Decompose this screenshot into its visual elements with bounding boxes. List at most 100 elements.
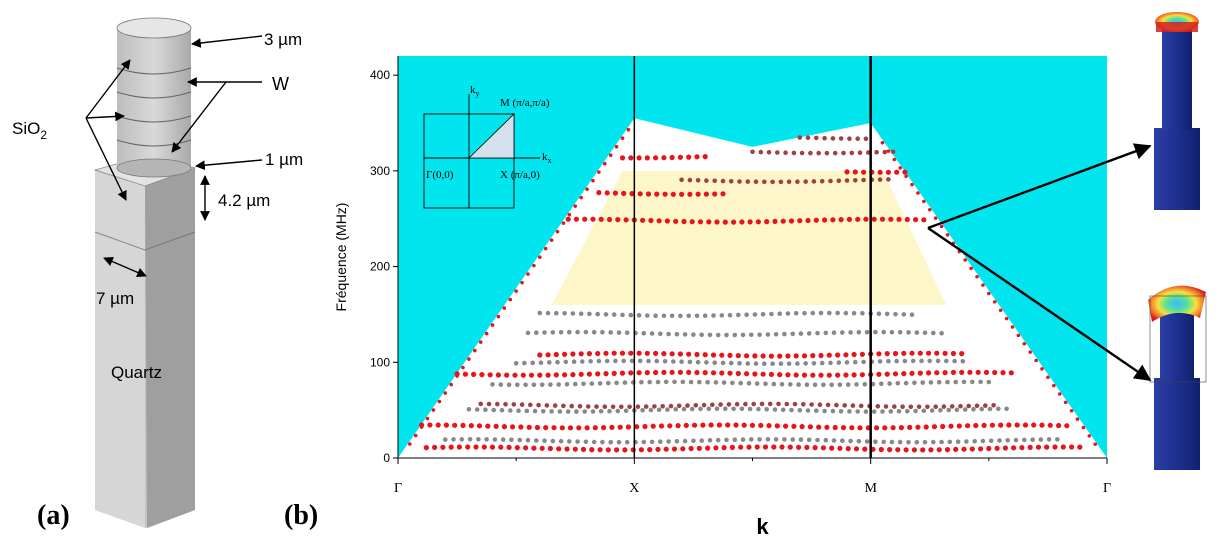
data-point bbox=[961, 379, 967, 385]
data-point bbox=[728, 179, 734, 184]
data-point bbox=[885, 169, 892, 175]
data-point bbox=[1069, 444, 1075, 450]
cone-edge-point bbox=[532, 263, 536, 268]
data-point bbox=[542, 330, 547, 335]
data-point bbox=[553, 351, 559, 358]
data-point bbox=[562, 372, 568, 378]
data-point bbox=[1047, 422, 1053, 428]
data-point bbox=[681, 218, 687, 225]
data-point bbox=[821, 382, 826, 388]
data-point bbox=[823, 437, 829, 443]
data-point bbox=[1031, 422, 1037, 428]
data-point bbox=[508, 408, 513, 413]
data-point bbox=[675, 423, 681, 429]
inset-kx: kx bbox=[542, 151, 552, 165]
data-point bbox=[737, 361, 742, 366]
data-point bbox=[727, 352, 733, 358]
data-point bbox=[981, 422, 987, 428]
data-point bbox=[606, 216, 613, 223]
data-point bbox=[591, 439, 597, 445]
data-point bbox=[567, 329, 572, 335]
cylinder-top bbox=[116, 17, 192, 39]
data-point bbox=[619, 370, 626, 376]
data-point bbox=[658, 439, 663, 445]
data-point bbox=[757, 437, 762, 442]
data-point bbox=[647, 447, 653, 453]
data-point bbox=[567, 425, 574, 431]
data-point bbox=[557, 409, 563, 414]
data-point bbox=[936, 379, 942, 385]
bandgap-region bbox=[551, 170, 947, 305]
data-point bbox=[1002, 445, 1009, 451]
data-point bbox=[565, 216, 571, 222]
data-point bbox=[727, 312, 733, 318]
cone-edge-point bbox=[555, 229, 560, 234]
data-point bbox=[660, 404, 665, 409]
data-point bbox=[923, 424, 929, 430]
data-point bbox=[992, 369, 998, 376]
data-point bbox=[679, 359, 684, 365]
cone-edge-point bbox=[461, 365, 465, 370]
data-point bbox=[888, 409, 894, 414]
data-point bbox=[788, 218, 795, 224]
data-point bbox=[887, 381, 892, 386]
data-point bbox=[570, 311, 576, 316]
data-point bbox=[645, 191, 652, 197]
data-point bbox=[956, 423, 962, 429]
data-point bbox=[834, 402, 839, 408]
cone-edge-point bbox=[963, 258, 967, 262]
cone-edge-point bbox=[910, 182, 914, 187]
data-point bbox=[636, 350, 642, 356]
y-tick-label: 400 bbox=[370, 68, 390, 82]
data-point bbox=[597, 381, 603, 386]
data-point bbox=[732, 437, 738, 443]
data-point bbox=[622, 447, 628, 453]
data-point bbox=[745, 361, 751, 366]
data-point bbox=[427, 422, 433, 428]
data-point bbox=[795, 361, 800, 366]
data-point bbox=[512, 372, 518, 378]
data-point bbox=[879, 381, 884, 387]
data-point bbox=[493, 423, 499, 429]
data-point bbox=[685, 403, 690, 408]
cone-edge-point bbox=[1046, 375, 1050, 380]
data-point bbox=[859, 351, 866, 357]
cone-edge-point bbox=[892, 157, 897, 162]
data-point bbox=[777, 372, 783, 378]
data-point bbox=[775, 150, 780, 155]
data-point bbox=[723, 406, 728, 412]
data-point bbox=[979, 406, 984, 412]
data-point bbox=[1077, 444, 1083, 450]
data-point bbox=[594, 404, 599, 409]
data-point bbox=[814, 408, 819, 414]
data-point bbox=[863, 216, 869, 222]
data-point bbox=[762, 444, 769, 450]
data-point bbox=[806, 331, 812, 336]
data-point bbox=[701, 402, 707, 408]
data-point bbox=[804, 444, 810, 450]
data-point bbox=[812, 445, 818, 451]
data-point bbox=[928, 447, 934, 453]
data-point bbox=[476, 423, 483, 429]
data-point bbox=[492, 437, 498, 442]
data-point bbox=[771, 381, 777, 387]
data-point bbox=[544, 403, 550, 408]
data-point bbox=[688, 445, 694, 452]
data-point bbox=[513, 361, 519, 366]
data-point bbox=[586, 351, 593, 357]
panel-b-label: (b) bbox=[284, 500, 318, 531]
data-point bbox=[443, 437, 448, 442]
data-point bbox=[636, 155, 642, 161]
data-point bbox=[752, 353, 758, 359]
data-point bbox=[640, 408, 645, 413]
data-point bbox=[588, 359, 593, 364]
data-point bbox=[901, 350, 907, 356]
cone-edge-point bbox=[981, 283, 985, 287]
data-point bbox=[702, 154, 708, 160]
data-point bbox=[697, 379, 702, 385]
data-point bbox=[608, 330, 613, 335]
data-point bbox=[791, 423, 797, 429]
data-point bbox=[554, 310, 559, 316]
data-point bbox=[888, 216, 894, 222]
data-point bbox=[562, 351, 568, 357]
